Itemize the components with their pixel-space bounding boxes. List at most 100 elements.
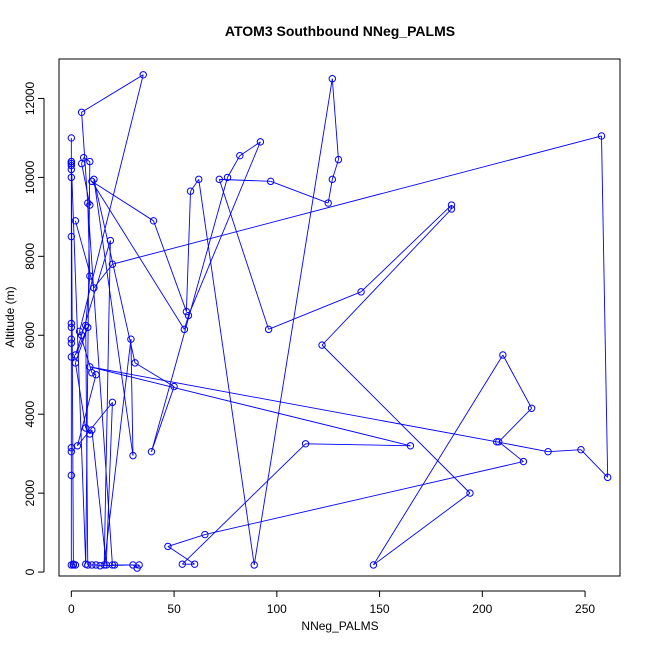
data-point [223,173,232,182]
x-tick-label: 250 [575,602,595,616]
series-line-segment [580,449,608,478]
series-line-segment [93,179,134,456]
data-point [447,205,456,213]
data-point [215,175,223,184]
data-point [164,542,172,551]
data-point [86,157,94,166]
data-point [334,155,343,164]
series-line-segment [183,315,189,330]
plot-frame [58,58,621,577]
data-point [184,311,193,320]
y-tick-label: 0 [23,568,37,575]
series-line-segment [327,179,333,204]
series-line-segment [75,327,89,356]
data-point [86,201,94,209]
y-tick-label: 4000 [23,401,37,428]
x-axis-label: NNeg_PALMS [301,619,378,633]
series-line-segment [227,155,241,178]
y-tick-label: 8000 [23,243,37,270]
series-line-segment [103,339,132,566]
series-line-segment [305,443,411,447]
data-point [256,138,265,146]
data-point [597,132,606,140]
data-point [77,108,86,116]
data-point [84,199,92,207]
series-line-segment [153,220,187,312]
data-point [73,442,82,450]
data-point [149,217,158,225]
series-line-segment [270,180,329,204]
data-point [131,359,139,367]
series-line-segment [498,441,524,462]
data-point [82,424,90,432]
data-point [127,335,135,343]
series-line-segment [496,441,549,453]
data-point [264,325,273,334]
data-point [499,351,507,359]
data-point [67,447,76,456]
series-line-segment [198,179,255,566]
data-point [139,71,147,79]
x-tick-label: 200 [472,602,492,616]
series-line-segment [151,386,175,452]
series-line-segment [321,344,471,494]
data-point [495,438,503,446]
series-line-segment [89,366,497,443]
y-tick-label: 10000 [23,160,37,194]
data-point [544,447,552,456]
data-point [369,561,378,569]
series-line-segment [89,429,93,435]
series-line-segment [548,449,581,453]
data-point [86,272,94,280]
x-tick-label: 150 [370,602,390,616]
chart-title: ATOM3 Southbound NNeg_PALMS [225,23,455,39]
data-point [86,430,94,438]
series-line-segment [219,178,271,182]
data-point [324,199,332,207]
series-line-segment [93,179,136,363]
data-point [108,398,117,407]
data-point [577,446,585,454]
series-line-segment [79,74,144,332]
series-line-segment [181,443,306,565]
data-point [77,159,86,168]
data-point [71,217,80,225]
series-line-segment [253,78,333,566]
data-point [135,561,143,569]
y-axis: 0 2000 4000 6000 8000 10000 12000 [23,81,45,575]
data-point [67,173,76,182]
data-point [466,489,474,497]
data-point [84,561,92,569]
data-point [67,339,76,347]
data-layer [67,71,612,572]
data-point [71,359,80,367]
data-point [108,260,117,268]
data-point [178,560,186,568]
data-point [67,134,76,142]
x-tick-label: 0 [68,602,75,616]
data-point [92,561,100,569]
data-point [201,530,209,539]
data-point [236,151,244,160]
data-point [82,321,90,330]
data-point [170,382,178,391]
data-point [328,75,337,83]
data-point [67,471,76,480]
data-point [182,307,191,316]
series-line-segment [87,203,91,277]
series-line-segment [167,534,206,547]
data-point [67,232,76,241]
series-line-segment [81,74,144,113]
data-point [67,157,76,166]
series-line-segment [190,179,200,192]
data-point [195,175,203,184]
data-point [328,175,337,184]
data-point [92,371,100,379]
series-line-segment [268,291,362,330]
series-line-segment [91,372,97,376]
series-line-segment [167,546,195,565]
y-tick-label: 6000 [23,322,37,349]
y-axis-label: Altitude (m) [3,286,17,347]
series-line-segment [91,180,154,222]
